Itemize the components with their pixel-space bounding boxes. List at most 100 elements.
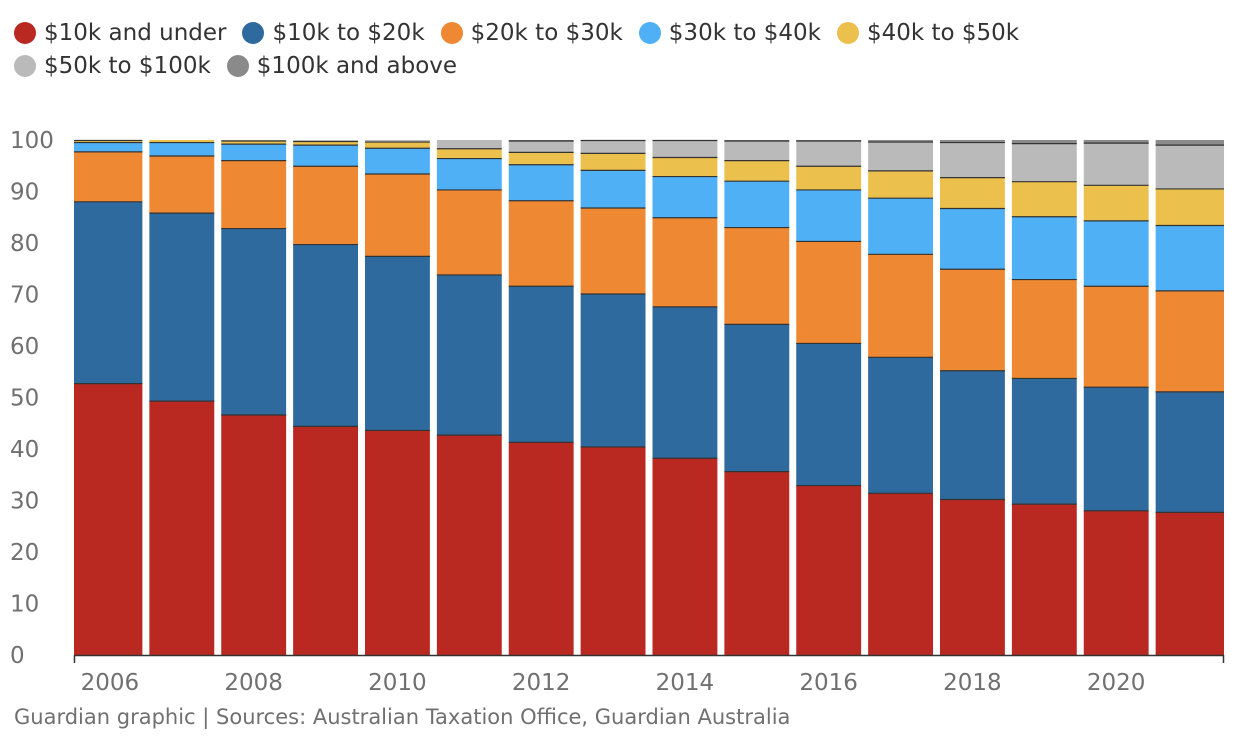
bar-segment (1155, 188, 1225, 226)
bar-segment (868, 198, 934, 255)
legend-swatch (638, 21, 661, 44)
bar-segment (796, 343, 862, 486)
bar-segment (293, 140, 359, 142)
legend-row: $10k and under $10k to $20k $20k to $30k $3… (14, 16, 1244, 49)
bar-segment (1155, 290, 1225, 392)
x-tick-label: 2014 (656, 670, 715, 696)
bar-segment (221, 141, 287, 145)
legend-label: $100k and above (256, 52, 458, 79)
bar-segment (1083, 140, 1149, 144)
legend-item: $50k to $100k (14, 53, 211, 79)
bar-segment (436, 148, 502, 159)
x-axis: 2006 2008 2010 2012 2014 2016 2018 2020 (73, 654, 1225, 696)
bar-segment (1083, 220, 1149, 287)
bar-segment (293, 141, 359, 146)
legend-label: $10k to $20k (272, 19, 425, 46)
x-tick-label: 2012 (512, 670, 571, 696)
bar-segment (868, 357, 934, 494)
y-tick-label: 60 (10, 334, 39, 360)
bar-segment (293, 166, 359, 245)
bar-segment (365, 142, 430, 149)
bar-segment (652, 217, 718, 307)
legend-swatch (242, 21, 265, 44)
bar-segment (1155, 145, 1225, 189)
bar-segment (1011, 504, 1077, 655)
x-tick-label: 2006 (81, 670, 140, 696)
bar-segment (74, 201, 143, 384)
bar-segment (868, 254, 934, 358)
bar-segment (149, 142, 215, 156)
bar-segment (724, 181, 790, 228)
bar-segment (1011, 181, 1077, 217)
bar-segment (580, 293, 646, 447)
bar-segment (724, 141, 790, 161)
bar-segment (365, 173, 430, 257)
bar-segment (1011, 143, 1077, 182)
bar-segment (580, 170, 646, 208)
legend-swatch (440, 21, 463, 44)
bar-segment (149, 155, 215, 214)
bar-segment (365, 140, 430, 143)
legend-row: $50k to $100k $100k and above (14, 49, 1244, 82)
bar-segment (580, 207, 646, 294)
bar-segment (1083, 185, 1149, 221)
bar-segment (221, 144, 287, 161)
y-tick-label: 50 (10, 386, 39, 412)
legend-label: $20k to $30k (470, 19, 623, 46)
legend-item: $30k to $40k (638, 19, 821, 46)
bar-segment (724, 324, 790, 472)
bar-segment (508, 200, 574, 287)
bar-segment (1083, 143, 1149, 186)
bar-segment (724, 227, 790, 325)
x-tick-label: 2008 (224, 670, 283, 696)
bar-segment (580, 153, 646, 171)
y-tick-label: 10 (10, 592, 39, 618)
chart-legend: $10k and under $10k to $20k $20k to $30k $3… (14, 16, 1244, 82)
bar-segment (508, 164, 574, 201)
legend-item: $10k to $20k (242, 19, 425, 46)
y-tick-label: 90 (10, 180, 39, 206)
bar-segment (436, 189, 502, 275)
bar-segment (940, 177, 1005, 209)
bar-segment (293, 145, 359, 167)
y-axis: 0 10 20 30 40 50 60 70 80 90 100 (10, 128, 54, 669)
bar-segment (436, 435, 502, 655)
bar-segment (940, 269, 1005, 371)
bar-segment (724, 160, 790, 182)
bar-segment (868, 170, 934, 199)
bar-segment (74, 142, 143, 152)
y-tick-label: 80 (10, 231, 39, 257)
legend-label: $30k to $40k (668, 19, 821, 46)
y-tick-label: 20 (10, 540, 39, 566)
bar-segment (940, 142, 1005, 178)
bar-segment (652, 157, 718, 177)
bar-segment (508, 286, 574, 443)
bar-segment (221, 160, 287, 229)
bar-segment (365, 430, 430, 655)
legend-swatch (226, 54, 249, 77)
bar-segment (1155, 391, 1225, 513)
legend-item: $40k to $50k (836, 20, 1019, 46)
y-tick-label: 100 (10, 128, 54, 154)
bar-segment (436, 158, 502, 190)
bar-segment (508, 152, 574, 165)
bar-segment (796, 141, 862, 167)
legend-item: $10k and under (14, 20, 226, 46)
bar-segment (940, 370, 1005, 500)
bar-segment (1155, 512, 1225, 655)
bar-segment (74, 140, 143, 143)
bar-segment (1083, 387, 1149, 511)
bar-segment (1011, 216, 1077, 280)
bar-segment (724, 471, 790, 655)
bar-segment (580, 446, 646, 655)
bar-segment (293, 244, 359, 427)
x-tick-label: 2010 (368, 670, 427, 696)
legend-item: $100k and above (226, 52, 458, 79)
bar-segment (74, 151, 143, 202)
bar-segment (1083, 510, 1149, 655)
bar-segment (796, 241, 862, 344)
legend-item: $20k to $30k (440, 19, 623, 46)
bar-segment (1011, 140, 1077, 144)
bar-segment (365, 256, 430, 431)
